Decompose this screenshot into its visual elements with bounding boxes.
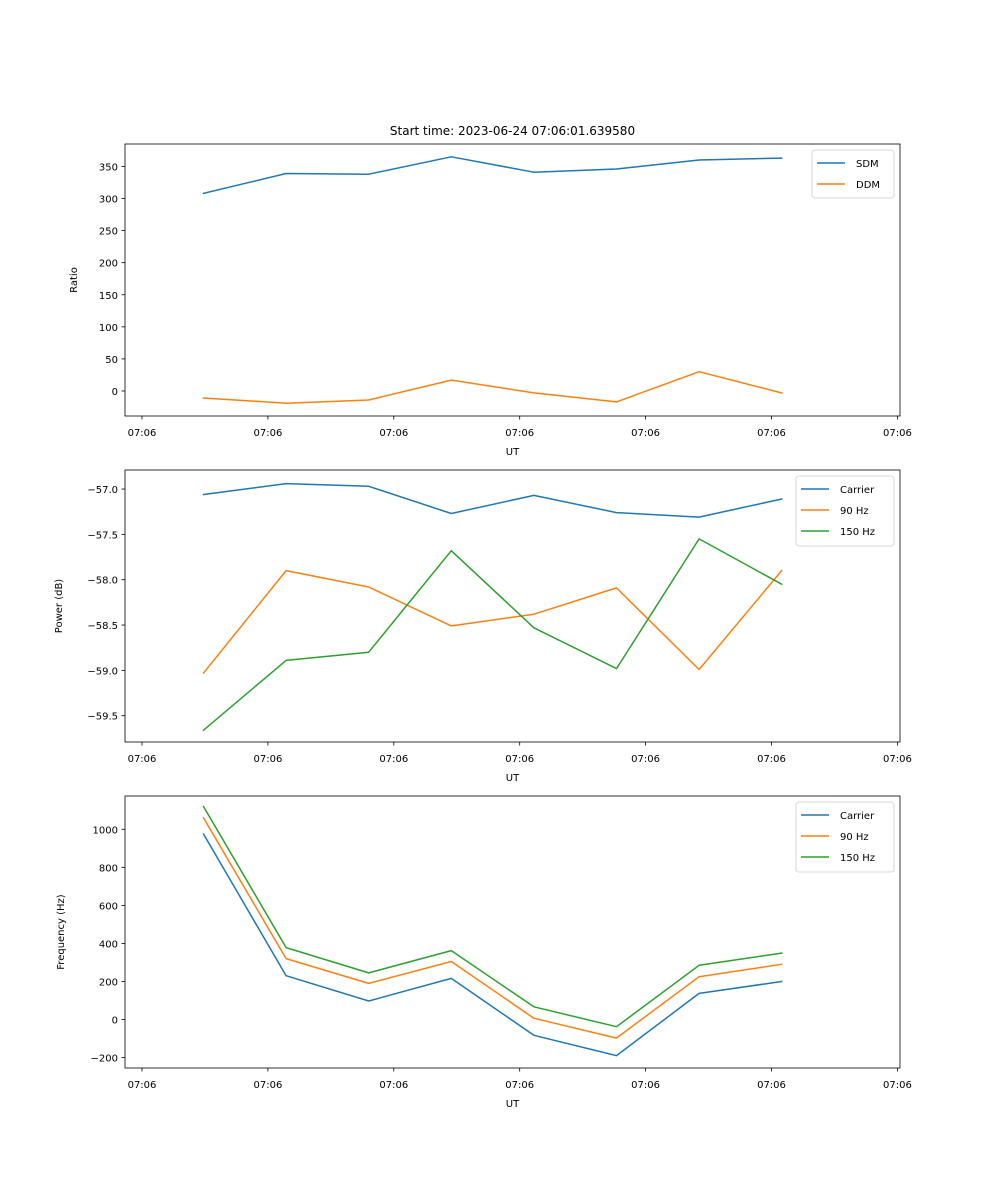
ratio-x-tick-label: 07:06: [757, 428, 786, 439]
frequency-axes-frame: [124, 795, 901, 1069]
ratio-title: Start time: 2023-06-24 07:06:01.639580: [390, 124, 635, 138]
frequency-y-tick-label: −200: [91, 1054, 118, 1065]
frequency-legend: Carrier 90 Hz 150 Hz: [795, 801, 895, 873]
power-x-axis-label: UT: [506, 773, 520, 784]
frequency-series-line-90-hz: [202, 816, 783, 1039]
power-panel: −57.0 −57.5 −58.0 −58.5 −59.0 −59.5 07:06 07:06…: [54, 469, 912, 784]
frequency-y-tick-label: 0: [112, 1015, 118, 1026]
frequency-series-line-150-hz: [202, 805, 783, 1028]
frequency-x-tick-label: 07:06: [631, 1080, 660, 1091]
power-legend-label: Carrier: [840, 485, 875, 496]
ratio-y-tick-label: 300: [99, 195, 118, 206]
power-y-tick-label: −57.0: [87, 485, 118, 496]
frequency-x-tick-label: 07:06: [757, 1080, 786, 1091]
power-axes-frame: [124, 469, 901, 743]
ratio-legend-label: SDM: [856, 159, 879, 170]
frequency-y-axis-label: Frequency (Hz): [56, 894, 67, 970]
ratio-legend-label: DDM: [856, 180, 880, 191]
ratio-legend-box: [811, 149, 895, 199]
power-legend-label: 150 Hz: [840, 527, 875, 538]
power-x-tick-label: 07:06: [128, 754, 157, 765]
ratio-x-tick-label: 07:06: [883, 428, 912, 439]
power-x-tick-label: 07:06: [883, 754, 912, 765]
frequency-x-tick-label: 07:06: [379, 1080, 408, 1091]
power-series-line-carrier: [202, 482, 783, 518]
frequency-x-tick-label: 07:06: [253, 1080, 282, 1091]
frequency-x-axis-label: UT: [506, 1099, 520, 1110]
ratio-y-tick-label: 200: [99, 259, 118, 270]
frequency-y-tick-label: 600: [99, 901, 118, 912]
power-series-line-150-hz: [202, 538, 783, 732]
power-y-tick-label: −58.0: [87, 576, 118, 587]
frequency-y-tick-label: 1000: [93, 825, 118, 836]
power-y-tick-label: −58.5: [87, 621, 118, 632]
frequency-y-tick-label: 400: [99, 939, 118, 950]
ratio-x-tick-label: 07:06: [505, 428, 534, 439]
frequency-x-tick-label: 07:06: [128, 1080, 157, 1091]
ratio-x-axis-label: UT: [506, 447, 520, 458]
ratio-axes-frame: [124, 143, 901, 417]
power-x-tick-label: 07:06: [253, 754, 282, 765]
power-x-tick-label: 07:06: [379, 754, 408, 765]
ratio-y-tick-label: 350: [99, 162, 118, 173]
frequency-x-tick-label: 07:06: [883, 1080, 912, 1091]
power-series-line-90-hz: [202, 569, 783, 675]
ratio-x-tick-label: 07:06: [253, 428, 282, 439]
power-x-tick-label: 07:06: [631, 754, 660, 765]
ratio-y-tick-label: 50: [105, 355, 118, 366]
ratio-y-tick-label: 150: [99, 291, 118, 302]
power-y-tick-label: −57.5: [87, 530, 118, 541]
ratio-series-line-sdm: [202, 156, 783, 195]
power-y-tick-label: −59.0: [87, 666, 118, 677]
power-legend-label: 90 Hz: [840, 506, 869, 517]
ratio-legend: SDM DDM: [811, 149, 895, 199]
power-x-tick-label: 07:06: [757, 754, 786, 765]
ratio-panel: Start time: 2023-06-24 07:06:01.639580 0 5…: [69, 124, 912, 458]
power-y-tick-label: −59.5: [87, 712, 118, 723]
frequency-legend-box: [795, 801, 895, 873]
ratio-y-tick-label: 0: [112, 387, 118, 398]
frequency-legend-label: 90 Hz: [840, 832, 869, 843]
ratio-series-line-ddm: [202, 370, 783, 404]
ratio-x-tick-label: 07:06: [631, 428, 660, 439]
frequency-series-line-carrier: [202, 832, 783, 1057]
power-legend: Carrier 90 Hz 150 Hz: [795, 475, 895, 547]
frequency-panel: −200 0 200 400 600 800 1000 07:06 07:06 07:06 07:0…: [56, 795, 912, 1110]
frequency-y-tick-label: 800: [99, 863, 118, 874]
frequency-x-tick-label: 07:06: [505, 1080, 534, 1091]
ratio-y-tick-label: 100: [99, 323, 118, 334]
power-y-axis-label: Power (dB): [54, 579, 65, 634]
ratio-x-tick-label: 07:06: [379, 428, 408, 439]
ratio-y-axis-label: Ratio: [69, 267, 80, 293]
ratio-y-tick-label: 250: [99, 227, 118, 238]
ratio-x-tick-label: 07:06: [128, 428, 157, 439]
power-legend-box: [795, 475, 895, 547]
frequency-legend-label: Carrier: [840, 811, 875, 822]
frequency-y-tick-label: 200: [99, 977, 118, 988]
power-x-tick-label: 07:06: [505, 754, 534, 765]
frequency-legend-label: 150 Hz: [840, 853, 875, 864]
